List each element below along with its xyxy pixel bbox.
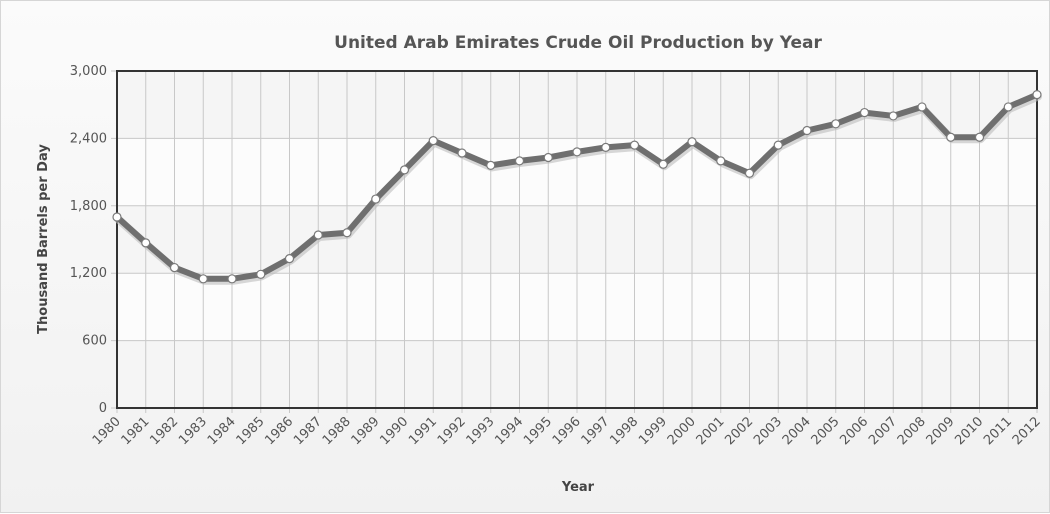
data-point bbox=[687, 137, 697, 147]
x-tick-label: 2007 bbox=[866, 414, 900, 448]
x-tick-label: 2002 bbox=[722, 414, 756, 448]
x-tick-labels: 1980198119821983198419851986198719881989… bbox=[90, 414, 1044, 448]
y-axis-title: Thousand Barrels per Day bbox=[36, 144, 51, 334]
data-point bbox=[543, 152, 553, 163]
x-tick-label: 2008 bbox=[895, 414, 929, 448]
x-tick-label: 1992 bbox=[435, 414, 469, 448]
data-point bbox=[227, 274, 237, 284]
x-tick-label: 1981 bbox=[119, 414, 153, 448]
data-point bbox=[802, 125, 812, 136]
data-point bbox=[112, 212, 122, 222]
x-tick-label: 2009 bbox=[924, 414, 958, 448]
x-tick-label: 1991 bbox=[406, 414, 440, 448]
axes bbox=[116, 70, 1038, 409]
data-point bbox=[773, 140, 783, 150]
series-group bbox=[112, 89, 1042, 285]
data-point bbox=[486, 160, 496, 170]
data-point bbox=[1003, 102, 1013, 112]
y-tick-label: 0 bbox=[99, 401, 107, 416]
x-tick-label: 2004 bbox=[780, 414, 814, 448]
x-tick-label: 1998 bbox=[607, 414, 641, 448]
x-tick-label: 1999 bbox=[636, 414, 670, 448]
data-point bbox=[514, 156, 525, 166]
y-tick-label: 1,800 bbox=[70, 199, 107, 214]
x-tick-label: 1993 bbox=[464, 414, 498, 448]
data-point bbox=[888, 111, 898, 121]
data-point bbox=[342, 228, 352, 238]
data-point bbox=[399, 165, 410, 175]
data-point bbox=[428, 136, 438, 146]
x-tick-label: 2006 bbox=[837, 414, 871, 448]
x-tick-label: 1987 bbox=[291, 414, 325, 448]
x-tick-label: 2000 bbox=[665, 414, 699, 448]
y-tick-label: 600 bbox=[82, 334, 107, 349]
data-point bbox=[601, 142, 611, 152]
x-tick-label: 2012 bbox=[1010, 414, 1044, 448]
y-tick-label: 1,200 bbox=[70, 266, 107, 281]
y-tick-labels: 0 600 1,200 1,800 2,400 3,000 bbox=[70, 64, 107, 416]
data-point bbox=[658, 159, 668, 169]
data-point bbox=[141, 238, 151, 248]
data-point bbox=[572, 147, 582, 157]
x-tick-label: 2011 bbox=[981, 414, 1015, 448]
x-tick-label: 1983 bbox=[176, 414, 210, 448]
x-tick-label: 1986 bbox=[262, 414, 296, 448]
x-tick-label: 2005 bbox=[809, 414, 843, 448]
data-point bbox=[284, 253, 295, 264]
x-tick-label: 1984 bbox=[205, 414, 239, 448]
x-tick-label: 1988 bbox=[320, 414, 354, 448]
x-tick-label: 1982 bbox=[147, 414, 181, 448]
data-point bbox=[457, 148, 467, 158]
x-tick-label: 1995 bbox=[521, 414, 555, 448]
data-point bbox=[1032, 89, 1042, 100]
data-point bbox=[313, 230, 323, 240]
data-point bbox=[169, 262, 180, 273]
x-tick-label: 2003 bbox=[751, 414, 785, 448]
data-point bbox=[831, 119, 841, 129]
chart-title: United Arab Emirates Crude Oil Productio… bbox=[334, 33, 822, 53]
y-tick-label: 2,400 bbox=[70, 131, 107, 146]
x-axis-title: Year bbox=[561, 480, 595, 495]
data-point bbox=[198, 274, 208, 284]
x-tick-label: 1997 bbox=[579, 414, 613, 448]
x-tick-label: 2001 bbox=[694, 414, 728, 448]
data-point bbox=[974, 132, 985, 142]
data-point bbox=[744, 168, 755, 178]
x-tick-label: 1980 bbox=[90, 414, 124, 448]
x-tick-label: 1994 bbox=[492, 414, 526, 448]
data-point bbox=[946, 132, 956, 142]
data-point bbox=[859, 107, 870, 118]
x-tick-label: 1985 bbox=[234, 414, 268, 448]
x-tick-label: 1990 bbox=[377, 414, 411, 448]
data-point bbox=[716, 156, 726, 166]
y-tick-label: 3,000 bbox=[70, 64, 107, 79]
data-point bbox=[371, 194, 381, 204]
data-point bbox=[917, 102, 927, 112]
x-tick-label: 1996 bbox=[550, 414, 584, 448]
x-tick-label: 1989 bbox=[349, 414, 383, 448]
data-point bbox=[629, 140, 640, 150]
x-tick-label: 2010 bbox=[952, 414, 986, 448]
data-point bbox=[256, 269, 266, 279]
